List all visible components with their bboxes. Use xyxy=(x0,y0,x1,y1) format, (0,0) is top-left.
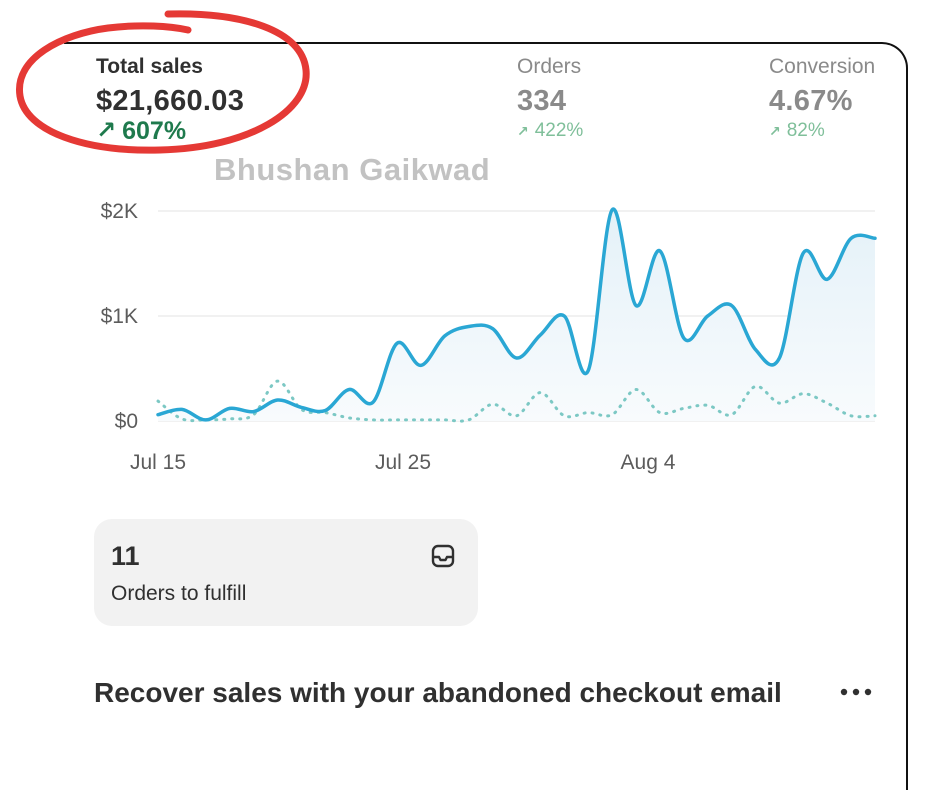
metric-change-value: 82% xyxy=(786,120,825,141)
y-tick-label: $1K xyxy=(101,305,138,328)
arrow-up-right-icon: ↗ xyxy=(769,123,781,139)
y-tick-label: $0 xyxy=(115,410,138,433)
metric-label: Conversion xyxy=(769,55,876,78)
metric-value: 334 xyxy=(517,85,567,117)
metric-change: ↗ 82% xyxy=(769,118,875,144)
orders-to-fulfill-card[interactable]: 11 Orders to fulfill xyxy=(94,519,478,626)
metric-conversion[interactable]: Conversion 4.67% ↗ 82% xyxy=(769,55,875,144)
metric-label: Orders xyxy=(517,55,582,78)
metric-change: ↗ 422% xyxy=(517,118,583,144)
fulfill-count: 11 xyxy=(111,541,140,571)
more-horizontal-icon xyxy=(840,688,872,696)
metric-orders[interactable]: Orders 334 ↗ 422% xyxy=(517,55,583,144)
section-title: Recover sales with your abandoned checko… xyxy=(94,677,782,708)
x-tick-label: Aug 4 xyxy=(621,451,676,474)
more-options-button[interactable] xyxy=(836,677,876,707)
sales-line-chart: $2K $1K $0 Jul 15 Jul 25 Aug 4 xyxy=(101,200,877,474)
y-tick-label: $2K xyxy=(101,200,138,223)
inbox-icon xyxy=(431,544,455,568)
x-tick-label: Jul 25 xyxy=(375,451,431,474)
metric-change-value: 422% xyxy=(534,120,584,141)
series-line-current-period xyxy=(156,207,877,422)
arrow-up-right-icon: ↗ xyxy=(517,123,529,139)
watermark-text: Bhushan Gaikwad xyxy=(214,152,491,187)
series-area xyxy=(158,209,875,421)
x-tick-label: Jul 15 xyxy=(130,451,186,474)
series-line-previous-period xyxy=(156,379,877,423)
fulfill-label: Orders to fulfill xyxy=(111,582,247,605)
metric-value: 4.67% xyxy=(769,85,853,117)
